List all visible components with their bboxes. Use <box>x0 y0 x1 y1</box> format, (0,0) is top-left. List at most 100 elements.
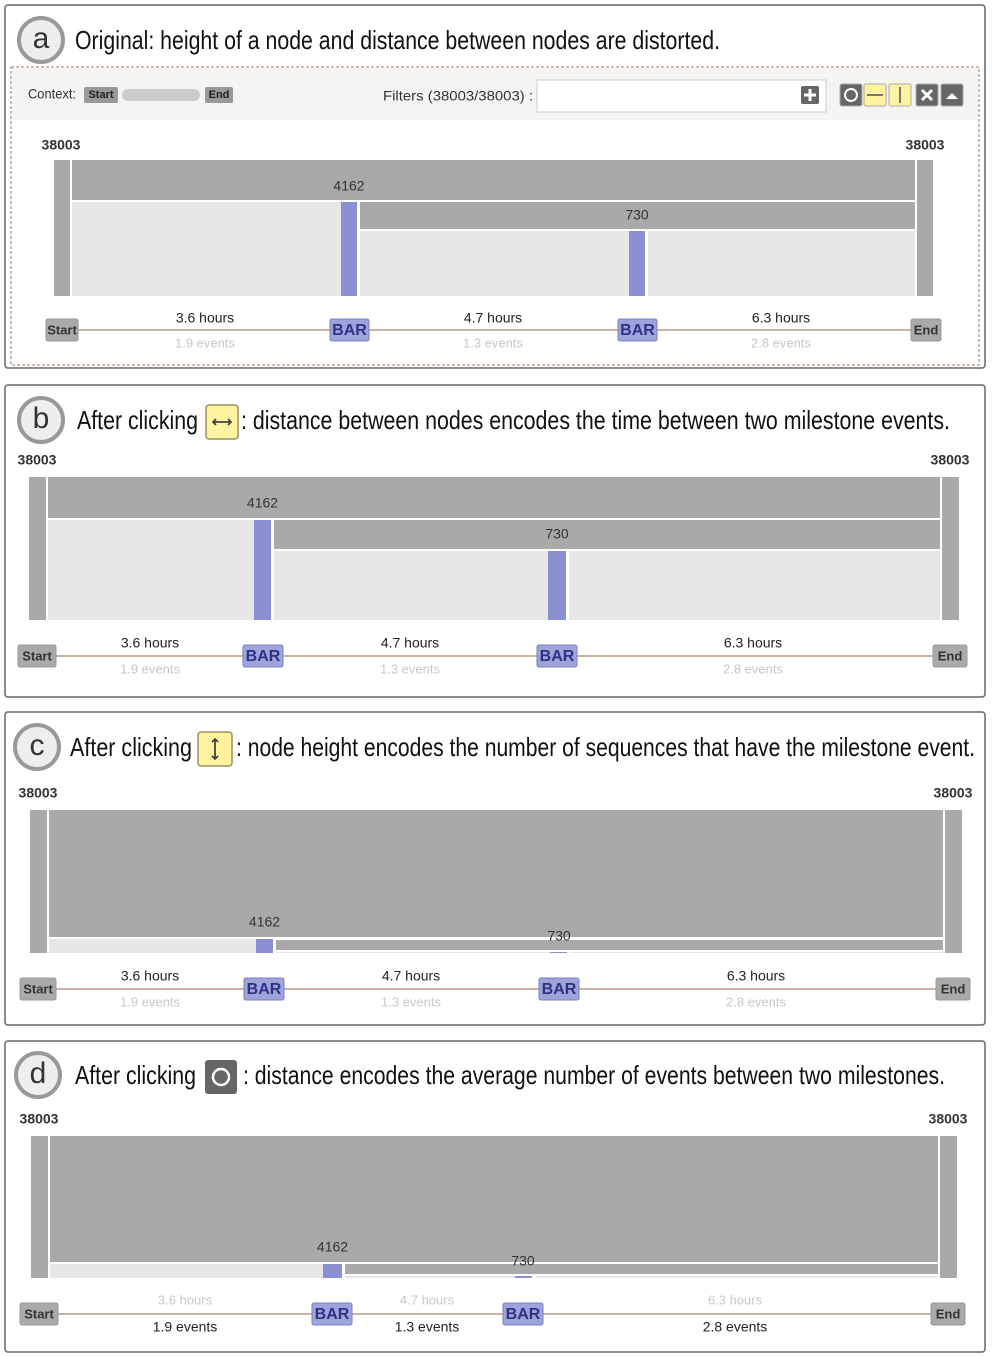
panel-letter: a <box>33 22 50 55</box>
node-label: BAR <box>620 322 655 339</box>
close-icon <box>920 88 934 102</box>
end-node <box>940 1136 957 1278</box>
flow-band <box>276 940 943 950</box>
endpoint-chip[interactable] <box>935 977 971 1001</box>
filter-input[interactable] <box>536 79 827 113</box>
panel-letter: c <box>30 729 45 762</box>
endpoint-chip[interactable] <box>910 318 942 342</box>
bar-chip[interactable] <box>538 977 580 1001</box>
node-label: Start <box>23 981 53 996</box>
count-label: 730 <box>625 207 649 223</box>
caption-prefix: After clicking <box>77 405 198 435</box>
flow-band <box>49 810 943 937</box>
endpoint-chip[interactable] <box>19 1302 59 1326</box>
endpoint-chip[interactable] <box>45 318 79 342</box>
panel-badge <box>17 16 65 64</box>
bar-chip[interactable] <box>242 644 284 668</box>
bar-chip[interactable] <box>329 318 370 342</box>
endpoint-chip[interactable] <box>932 644 968 668</box>
end-node <box>945 810 962 953</box>
link-events: 1.9 events <box>120 661 180 676</box>
caption-prefix: After clicking <box>70 732 192 762</box>
bar-chip[interactable] <box>311 1302 353 1326</box>
start-node <box>29 477 46 620</box>
bar-chip[interactable] <box>536 644 578 668</box>
collapse-icon <box>946 93 958 99</box>
link-time: 4.7 hours <box>382 968 440 984</box>
remaining-area <box>345 1276 515 1278</box>
flow-band <box>72 160 915 200</box>
remaining-area <box>276 952 550 953</box>
context-end-chip <box>205 87 233 103</box>
flow-band <box>360 202 915 229</box>
context-start: Start <box>88 89 113 101</box>
context-slider[interactable] <box>122 89 200 101</box>
link-time: 4.7 hours <box>464 310 522 326</box>
link-events: 2.8 events <box>726 994 786 1009</box>
count-label: 730 <box>511 1253 535 1269</box>
link-time: 6.3 hours <box>752 310 810 326</box>
context-start-chip <box>84 87 118 103</box>
bar-chip[interactable] <box>502 1302 544 1326</box>
panel-letter: d <box>30 1057 47 1090</box>
node-label: BAR <box>542 981 577 998</box>
remaining-area <box>569 551 940 620</box>
flow-band <box>274 520 940 549</box>
count-label: 38003 <box>906 137 945 153</box>
link-time: 4.7 hours <box>400 1292 455 1307</box>
context-end: End <box>209 89 230 101</box>
end-node <box>942 477 959 620</box>
endpoint-chip[interactable] <box>930 1302 966 1326</box>
end-node <box>917 160 933 296</box>
bar-node <box>256 939 273 953</box>
link-events: 1.3 events <box>395 1319 460 1335</box>
node-label: BAR <box>540 648 575 665</box>
remaining-area <box>570 952 943 953</box>
clock-face <box>211 1067 231 1087</box>
link-time: 4.7 hours <box>381 635 439 651</box>
context-label: Context: <box>28 86 76 102</box>
filters-label: Filters (38003/38003) : <box>383 88 533 104</box>
bar-chip[interactable] <box>617 318 658 342</box>
node-label: BAR <box>332 322 367 339</box>
remaining-area <box>72 202 341 296</box>
bar-node <box>323 1264 342 1278</box>
link-time: 3.6 hours <box>158 1292 213 1307</box>
caption-suffix: : node height encodes the number of sequ… <box>236 732 975 762</box>
endpoint-chip[interactable] <box>19 977 57 1001</box>
clock-button-icon <box>205 1060 237 1094</box>
node-label: BAR <box>315 1306 350 1323</box>
count-label: 38003 <box>19 785 58 801</box>
flow-band <box>345 1264 938 1274</box>
node-label: End <box>914 322 939 337</box>
remaining-area <box>49 939 256 953</box>
plus-icon <box>804 89 816 101</box>
bar-node <box>548 551 566 620</box>
node-label: End <box>936 1306 961 1321</box>
link-events: 2.8 events <box>723 661 783 676</box>
endpoint-chip[interactable] <box>17 644 57 668</box>
node-label: BAR <box>506 1306 541 1323</box>
flow-band <box>48 477 940 518</box>
caption: Original: height of a node and distance … <box>75 25 720 55</box>
panel-letter: b <box>33 402 50 435</box>
link-time: 6.3 hours <box>727 968 785 984</box>
link-events: 2.8 events <box>703 1319 768 1335</box>
start-node <box>31 1136 48 1278</box>
panel-badge <box>13 723 61 771</box>
toolbar-button[interactable] <box>839 83 863 107</box>
count-label: 4162 <box>317 1239 348 1255</box>
link-time: 6.3 hours <box>708 1292 763 1307</box>
panel-badge <box>14 1051 62 1099</box>
link-time: 6.3 hours <box>724 635 782 651</box>
remaining-area <box>648 231 915 296</box>
link-events: 1.9 events <box>175 335 235 350</box>
bar-chip[interactable] <box>243 977 285 1001</box>
clock-icon <box>844 88 858 102</box>
remaining-area <box>50 1264 323 1278</box>
count-label: 38003 <box>929 1111 968 1127</box>
bar-node <box>629 231 645 296</box>
link-events: 2.8 events <box>751 335 811 350</box>
start-node <box>30 810 47 953</box>
